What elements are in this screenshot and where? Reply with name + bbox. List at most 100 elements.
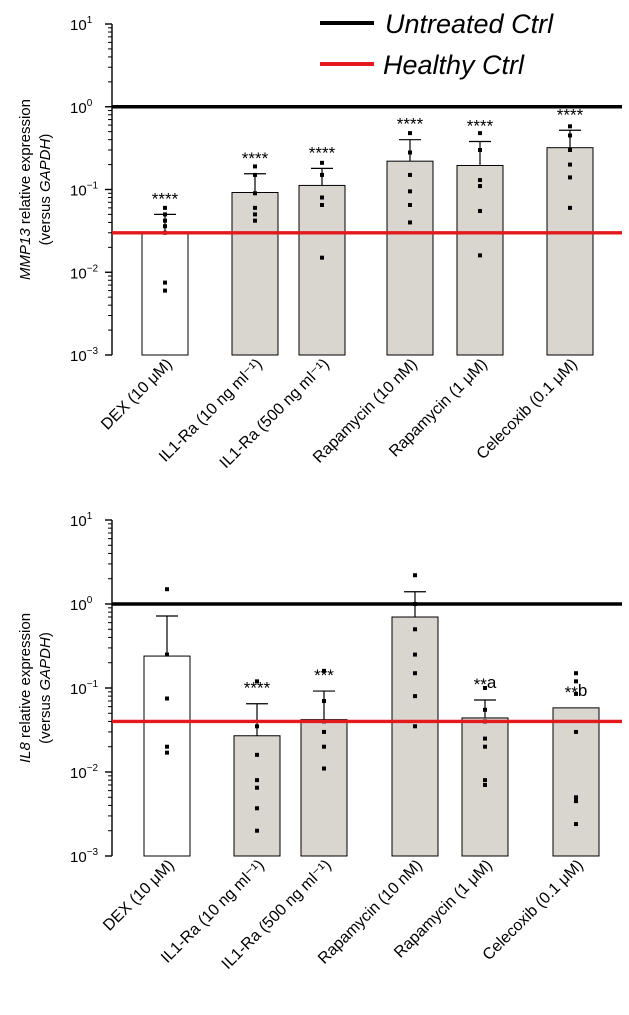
data-point [568, 162, 572, 167]
category-label: DEX (10 μM) [100, 857, 178, 935]
bar [456, 164, 504, 356]
data-point [483, 736, 487, 741]
data-point [163, 280, 167, 285]
data-point [574, 795, 578, 800]
data-point [163, 212, 167, 217]
y-tick-exponent: −3 [87, 346, 99, 357]
data-point [255, 828, 259, 833]
data-point [478, 178, 482, 183]
y-tick-base: 10 [70, 513, 87, 530]
data-point [255, 778, 259, 783]
data-point [413, 652, 417, 657]
significance-stars: ** [565, 683, 579, 702]
data-point [255, 785, 259, 790]
data-point [253, 218, 257, 223]
data-point [322, 668, 326, 673]
significance-letter: a [487, 673, 497, 692]
y-tick-base: 10 [70, 17, 87, 34]
data-point [483, 778, 487, 783]
significance-stars: ** [474, 675, 488, 694]
significance-letter: b [578, 681, 587, 700]
data-point [568, 205, 572, 210]
category-label: DEX (10 μM) [98, 356, 176, 434]
y-tick-label: 10−2 [70, 763, 99, 782]
data-point [483, 707, 487, 712]
significance-stars: **** [242, 149, 269, 168]
data-point [163, 288, 167, 293]
y-tick-label: 101 [70, 511, 93, 530]
significance-label: **** [557, 105, 584, 124]
significance-stars: **** [397, 115, 424, 134]
legend: Untreated Ctrl Healthy Ctrl [320, 9, 554, 80]
significance-label: **b [565, 681, 588, 702]
data-point [574, 679, 578, 684]
data-point [574, 671, 578, 676]
data-point [165, 744, 169, 749]
y-axis-label-part: relative expression [17, 613, 34, 742]
significance-stars: **** [309, 143, 336, 162]
data-point [483, 686, 487, 690]
y-tick-label: 100 [70, 98, 93, 117]
data-point [255, 724, 259, 729]
data-point [255, 806, 259, 811]
significance-label: **** [244, 679, 271, 698]
y-tick-base: 10 [70, 849, 87, 866]
y-tick-label: 10−3 [70, 847, 99, 866]
category-label: Celecoxib (0.1 μM) [474, 356, 581, 463]
data-point [320, 172, 324, 177]
y-tick-exponent: −3 [87, 847, 99, 858]
data-point [478, 148, 482, 153]
bar [143, 655, 191, 857]
y-tick-exponent: −2 [87, 263, 99, 274]
bar [300, 719, 348, 857]
legend-label-healthy-ctrl: Healthy Ctrl [383, 50, 525, 80]
y-tick-label: 10−1 [70, 679, 99, 698]
y-tick-label: 10−2 [70, 263, 99, 282]
y-tick-exponent: 1 [87, 15, 93, 26]
significance-label: **** [242, 149, 269, 168]
data-point [574, 822, 578, 827]
data-point [320, 202, 324, 207]
significance-label: **** [397, 115, 424, 134]
data-point [568, 124, 572, 129]
category-label: Celecoxib (0.1 μM) [480, 857, 587, 964]
significance-stars: **** [244, 679, 271, 698]
y-axis-label-part: ) [37, 632, 54, 637]
data-point [478, 184, 482, 189]
data-point [574, 691, 578, 696]
bar [298, 184, 346, 356]
data-point [568, 148, 572, 153]
data-point [255, 752, 259, 757]
significance-stars: **** [467, 117, 494, 136]
y-axis-label-part: MMP13 [17, 228, 34, 280]
significance-label: *** [314, 666, 334, 685]
data-point [322, 766, 326, 771]
y-tick-exponent: −1 [87, 679, 99, 690]
data-point [408, 202, 412, 207]
significance-stars: **** [152, 189, 179, 208]
data-point [322, 744, 326, 749]
significance-label: **** [467, 117, 494, 136]
data-point [320, 160, 324, 165]
data-point [413, 724, 417, 729]
y-axis-label-part: GAPDH [37, 637, 54, 691]
data-point [483, 783, 487, 788]
y-tick-label: 10−1 [70, 181, 99, 200]
data-point [408, 172, 412, 177]
y-tick-label: 100 [70, 595, 93, 614]
significance-label: **** [309, 143, 336, 162]
data-point [253, 191, 257, 196]
data-point [408, 150, 412, 155]
y-tick-base: 10 [70, 681, 87, 698]
data-point [574, 799, 578, 804]
data-point [322, 729, 326, 734]
y-axis-label-part: GAPDH [37, 138, 54, 192]
y-tick-base: 10 [70, 765, 87, 782]
y-axis-label-part: (versus [37, 691, 54, 744]
data-point [408, 131, 412, 136]
data-point [163, 205, 167, 210]
y-axis-label-line2: (versus GAPDH) [37, 632, 54, 744]
